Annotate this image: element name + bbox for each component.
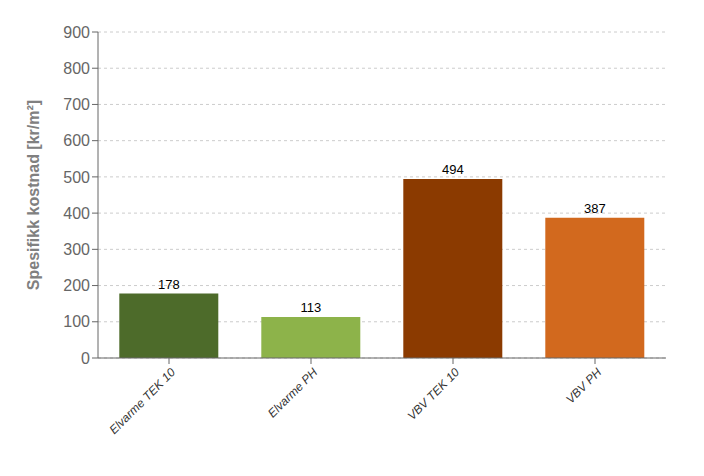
svg-text:VBV TEK 10: VBV TEK 10 [405,365,463,423]
svg-text:200: 200 [63,277,90,294]
svg-text:400: 400 [63,205,90,222]
svg-text:100: 100 [63,313,90,330]
svg-text:0: 0 [81,350,90,367]
svg-text:800: 800 [63,60,90,77]
svg-text:900: 900 [63,24,90,41]
svg-text:178: 178 [158,277,180,292]
svg-text:VBV PH: VBV PH [563,365,604,406]
svg-text:700: 700 [63,96,90,113]
svg-text:Elvarme TEK 10: Elvarme TEK 10 [107,365,179,437]
svg-text:387: 387 [584,201,606,216]
svg-text:600: 600 [63,132,90,149]
svg-text:113: 113 [300,300,321,315]
svg-text:Elvarme PH: Elvarme PH [265,365,320,420]
svg-text:494: 494 [442,162,464,177]
svg-text:500: 500 [63,169,90,186]
svg-text:Spesifikk kostnad [kr/m²]: Spesifikk kostnad [kr/m²] [25,100,42,290]
svg-text:300: 300 [63,241,90,258]
